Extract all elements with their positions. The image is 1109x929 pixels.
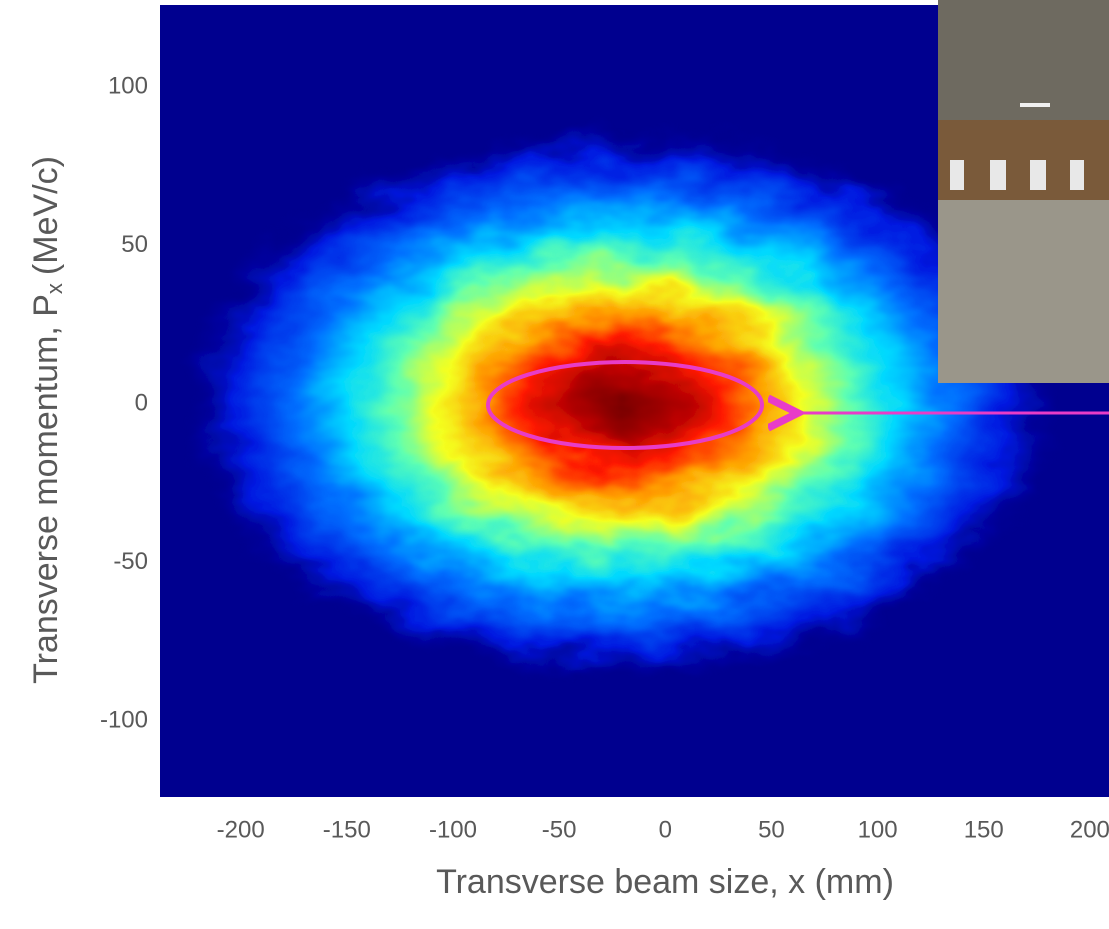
inset-photo: [938, 0, 1109, 383]
y-tick-label: -100: [100, 706, 148, 733]
y-axis-label-suffix: (MeV/c): [27, 156, 65, 275]
y-tick-label: 0: [135, 390, 148, 417]
x-tick-label: -50: [542, 816, 577, 843]
x-tick-label: 200: [1070, 816, 1109, 843]
y-tick-label: 50: [121, 231, 148, 258]
y-tick-label: -50: [113, 548, 148, 575]
x-tick-label: -200: [217, 816, 265, 843]
x-tick-label: -150: [323, 816, 371, 843]
y-axis-label: Transverse momentum, Px (MeV/c): [27, 156, 67, 684]
x-tick-label: 150: [964, 816, 1004, 843]
x-tick-label: 0: [659, 816, 672, 843]
x-tick-label: 100: [858, 816, 898, 843]
x-tick-label: -100: [429, 816, 477, 843]
y-tick-label: 100: [108, 73, 148, 100]
x-axis-label: Transverse beam size, x (mm): [436, 863, 894, 901]
annotation-ellipse: [486, 360, 764, 450]
x-tick-label: 50: [758, 816, 785, 843]
y-axis-label-text: Transverse momentum, P: [27, 294, 65, 684]
y-axis-label-subscript: x: [42, 283, 67, 294]
